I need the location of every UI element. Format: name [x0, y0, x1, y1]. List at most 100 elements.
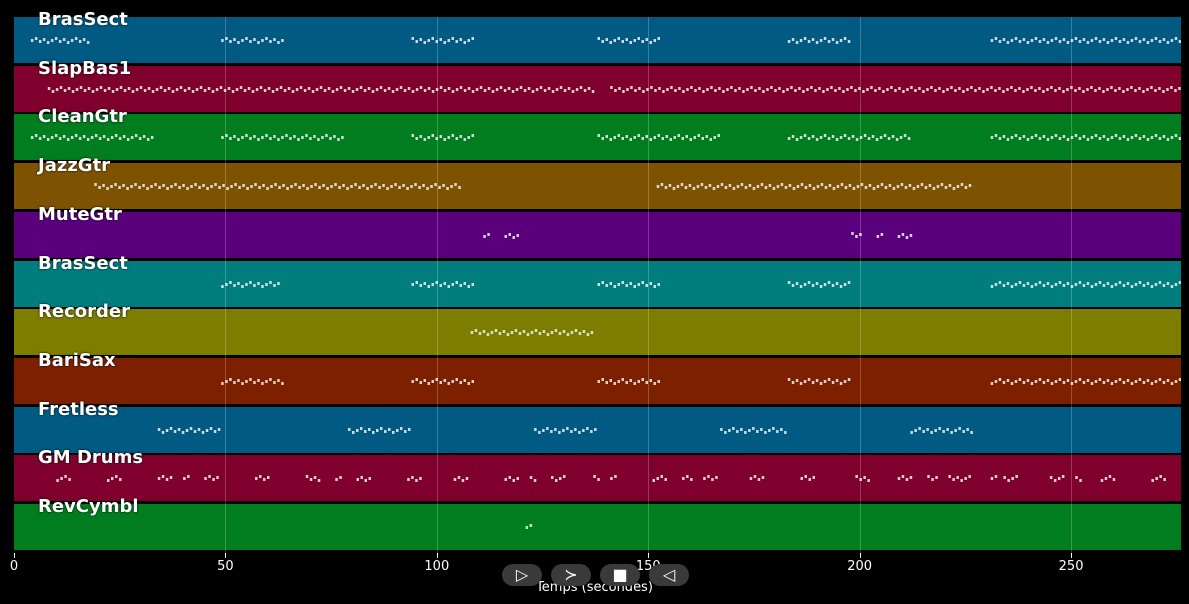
note-mark [1034, 134, 1038, 138]
note-mark [633, 136, 636, 140]
note-mark [834, 88, 837, 92]
note-mark [499, 85, 503, 89]
note-mark [1070, 381, 1074, 385]
note-mark [341, 136, 344, 140]
note-mark [605, 38, 608, 41]
note-mark [827, 137, 831, 141]
note-mark [1174, 134, 1178, 138]
note-mark [740, 427, 743, 431]
note-mark [204, 477, 207, 481]
note-mark [621, 40, 624, 43]
note-mark [903, 134, 907, 138]
note-mark [356, 428, 359, 432]
note-mark [948, 475, 951, 479]
note-mark [1102, 283, 1106, 287]
note-mark [871, 135, 875, 139]
note-mark [641, 280, 644, 284]
note-mark [852, 187, 856, 191]
note-mark [1082, 135, 1086, 139]
note-mark [427, 86, 431, 90]
note-mark [1166, 378, 1170, 382]
note-mark [970, 430, 973, 434]
track-row: BrasSect [14, 9, 1181, 64]
note-mark [1010, 85, 1013, 89]
note-mark [1154, 37, 1158, 40]
note-mark [1062, 380, 1066, 384]
note-mark [622, 89, 625, 93]
note-mark [221, 284, 224, 288]
note-mark [835, 281, 839, 285]
note-mark [251, 89, 255, 93]
note-mark [831, 38, 835, 41]
note-mark [66, 138, 70, 142]
note-mark [362, 184, 365, 188]
note-mark [922, 429, 925, 433]
note-mark [275, 87, 279, 91]
note-mark [555, 479, 558, 483]
note-mark [1086, 41, 1090, 44]
note-mark [645, 283, 648, 287]
note-mark [586, 333, 590, 337]
note-mark [278, 186, 281, 190]
note-mark [298, 186, 301, 190]
forward-button[interactable]: ≻ [551, 564, 591, 586]
note-mark [712, 187, 716, 191]
note-mark [427, 39, 430, 42]
note-mark [702, 89, 705, 93]
note-mark [926, 87, 929, 91]
note-mark [79, 85, 83, 89]
note-mark [826, 87, 829, 91]
note-mark [753, 475, 757, 479]
note-mark [352, 430, 355, 434]
note-mark [803, 134, 807, 138]
note-mark [410, 185, 413, 189]
note-mark [1110, 381, 1114, 385]
note-mark [760, 427, 763, 431]
note-mark [233, 283, 236, 287]
note-mark [839, 381, 843, 385]
note-mark [884, 186, 888, 190]
note-mark [696, 185, 700, 189]
note-mark [257, 138, 260, 142]
note-mark [682, 89, 685, 93]
note-mark [135, 87, 139, 91]
note-mark [406, 187, 409, 191]
note-mark [899, 136, 903, 140]
note-mark [811, 283, 815, 287]
note-mark [143, 88, 147, 92]
note-mark [897, 477, 901, 481]
note-mark [1003, 476, 1006, 480]
note-mark [1058, 40, 1062, 43]
note-mark [1026, 281, 1030, 285]
note-mark [423, 88, 427, 92]
note-mark [1082, 380, 1086, 384]
note-strip [221, 280, 1181, 288]
note-mark [746, 87, 749, 91]
note-mark [1038, 86, 1041, 90]
note-mark [263, 88, 267, 92]
note-mark [803, 37, 807, 40]
note-mark [459, 380, 462, 384]
note-mark [642, 89, 645, 93]
note-mark [558, 430, 561, 434]
note-mark [1014, 379, 1018, 383]
back-button[interactable]: ◁ [649, 564, 689, 586]
note-mark [1162, 283, 1166, 287]
note-mark [827, 40, 831, 43]
note-mark [398, 186, 401, 190]
note-mark [720, 427, 723, 431]
note-mark [1026, 87, 1029, 91]
play-button[interactable]: ▷ [502, 564, 542, 586]
note-mark [219, 85, 223, 89]
note-mark [946, 87, 949, 91]
stop-button[interactable]: ■ [600, 564, 640, 586]
note-mark [1046, 378, 1050, 382]
note-mark [414, 183, 417, 187]
note-mark [634, 88, 637, 92]
note-mark [807, 280, 811, 284]
note-mark [221, 39, 224, 42]
note-mark [1158, 377, 1162, 381]
note-mark [832, 187, 836, 191]
note-mark [736, 185, 740, 189]
gridline [648, 17, 650, 553]
